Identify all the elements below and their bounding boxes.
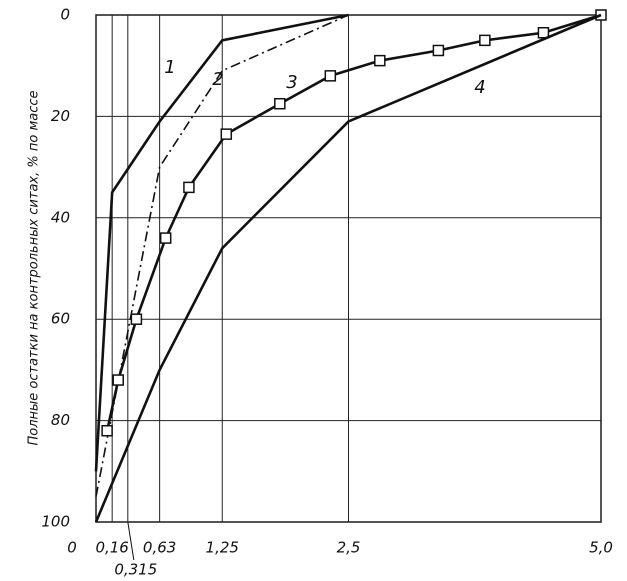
point-marker xyxy=(537,26,550,39)
y-tick-label: 100 xyxy=(41,513,70,531)
point-marker xyxy=(479,34,491,47)
x-tick-label: 1,25 xyxy=(206,539,239,557)
y-tick-label: 0 xyxy=(60,6,70,24)
y-axis-label: Полные остатки на контрольных ситах, % п… xyxy=(27,90,42,445)
series-label: 3 xyxy=(286,72,297,93)
point-marker xyxy=(112,374,124,386)
series-line xyxy=(105,13,602,432)
point-marker xyxy=(101,424,113,437)
series-label: 1 xyxy=(164,57,175,78)
point-marker xyxy=(130,313,143,325)
x-tick-label: 0 xyxy=(67,539,77,557)
series-line xyxy=(94,13,602,523)
series-line xyxy=(94,13,349,472)
y-tick-label: 20 xyxy=(51,107,70,125)
x-tick-label: 0,16 xyxy=(95,539,128,557)
x-tick-label: 0,63 xyxy=(143,539,176,557)
series-label: 2 xyxy=(212,69,223,90)
series-label: 4 xyxy=(474,77,485,98)
x-tick-label: 0,315 xyxy=(114,561,157,579)
x-tick-label: 5,0 xyxy=(589,539,613,557)
series-line xyxy=(95,14,349,497)
y-tick-label: 60 xyxy=(51,310,70,328)
point-marker xyxy=(274,97,286,110)
point-marker xyxy=(324,70,337,82)
leader-line xyxy=(127,521,135,561)
y-tick-label: 40 xyxy=(51,208,70,226)
point-marker xyxy=(183,181,195,194)
point-marker xyxy=(159,232,172,244)
y-tick-label: 80 xyxy=(51,411,70,429)
point-marker xyxy=(374,54,386,67)
point-marker xyxy=(220,128,233,140)
x-tick-label: 2,5 xyxy=(337,539,361,557)
point-marker xyxy=(432,44,445,57)
